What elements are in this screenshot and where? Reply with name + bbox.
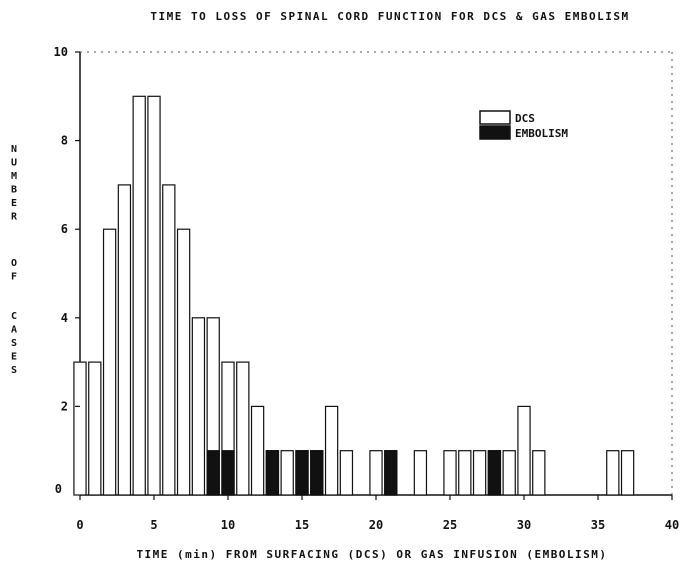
x-tick-label-25: 25 <box>443 518 457 532</box>
x-tick-label-40: 40 <box>665 518 679 532</box>
bar-embolism-15 <box>295 450 309 496</box>
bars <box>73 95 635 496</box>
bar-dcs-23 <box>413 450 428 496</box>
bar-embolism-13 <box>265 450 280 496</box>
bar-embolism-9 <box>206 450 220 496</box>
bar-dcs-29 <box>502 450 516 496</box>
x-tick-label-10: 10 <box>221 518 235 532</box>
y-tick-label-10: 10 <box>54 45 68 59</box>
x-tick-label-5: 5 <box>150 518 157 532</box>
y-axis-ticks: 2 4 6 8 10 0 <box>54 45 80 496</box>
bar-dcs-37 <box>620 450 635 496</box>
bar-embolism-10 <box>221 450 235 496</box>
chart-title: TIME TO LOSS OF SPINAL CORD FUNCTION FOR… <box>150 10 629 23</box>
bar-dcs-26 <box>458 450 472 496</box>
y-tick-label-6: 6 <box>61 222 68 236</box>
bar-dcs-27 <box>472 450 487 496</box>
x-tick-label-20: 20 <box>369 518 383 532</box>
x-axis-label: TIME (min) FROM SURFACING (DCS) OR GAS I… <box>136 548 607 561</box>
y-tick-label-4: 4 <box>61 311 68 325</box>
x-tick-label-0: 0 <box>76 518 83 532</box>
bar-dcs-18 <box>339 450 354 496</box>
bar-dcs-12 <box>250 405 265 496</box>
bar-dcs-7 <box>176 228 191 496</box>
y-tick-label-8: 8 <box>61 134 68 148</box>
x-tick-label-30: 30 <box>517 518 531 532</box>
y-tick-label-2: 2 <box>61 399 68 413</box>
bar-dcs-1 <box>88 361 102 496</box>
legend-label-embolism: EMBOLISM <box>515 127 568 140</box>
x-axis-ticks: 0 5 10 15 20 25 30 35 40 <box>76 495 679 532</box>
bar-dcs-25 <box>443 450 457 496</box>
bar-embolism-21 <box>384 450 398 496</box>
bar-dcs-36 <box>606 450 620 496</box>
bar-embolism-16 <box>310 450 324 496</box>
legend-label-dcs: DCS <box>515 112 535 125</box>
bar-dcs-4 <box>132 95 146 496</box>
bar-dcs-8 <box>191 317 206 496</box>
bar-dcs-31 <box>532 450 546 496</box>
bar-embolism-28 <box>487 450 502 496</box>
legend-swatch-dcs <box>479 110 511 125</box>
x-tick-label-35: 35 <box>591 518 605 532</box>
bar-dcs-2 <box>102 228 117 496</box>
bar-dcs-20 <box>369 450 383 496</box>
bar-dcs-6 <box>162 184 176 496</box>
bar-dcs-11 <box>236 361 250 496</box>
y-tick-label-0: 0 <box>55 482 62 496</box>
legend-swatch-embolism <box>479 125 511 140</box>
bar-dcs-0 <box>73 361 87 496</box>
bar-dcs-5 <box>147 95 161 496</box>
legend: DCS EMBOLISM <box>479 110 568 140</box>
y-axis-label: N U M B E R O F C A S E S <box>11 144 18 376</box>
bar-dcs-3 <box>117 184 132 496</box>
bar-dcs-17 <box>324 405 339 496</box>
bar-dcs-30 <box>517 405 531 496</box>
x-tick-label-15: 15 <box>295 518 309 532</box>
bar-dcs-14 <box>280 450 294 496</box>
